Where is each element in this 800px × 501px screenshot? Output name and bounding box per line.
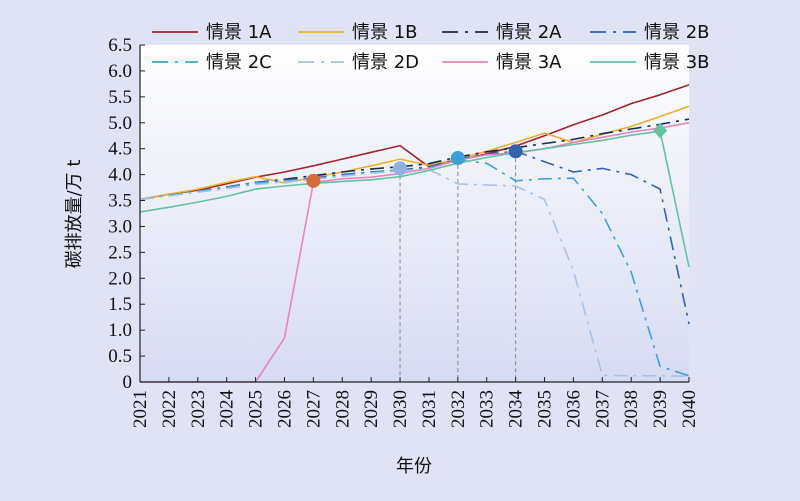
x-tick-label: 2021: [130, 390, 151, 428]
x-tick-label: 2034: [506, 390, 527, 429]
x-tick-label: 2029: [361, 390, 382, 428]
x-tick-label: 2023: [188, 390, 209, 428]
highlight-marker: [508, 144, 523, 159]
plot-area: [140, 45, 689, 382]
legend-label: 情景 2D: [352, 52, 419, 73]
series-line: [139, 159, 690, 377]
x-tick-label: 2037: [592, 390, 613, 428]
legend-label: 情景 3A: [496, 52, 562, 73]
x-tick-label: 2028: [332, 390, 353, 428]
x-tick-label: 2039: [650, 390, 671, 428]
y-tick-label: 5.5: [108, 87, 132, 108]
y-tick-label: 0: [123, 372, 133, 393]
x-tick-label: 2030: [390, 390, 411, 428]
y-tick-labels: 0 0.5 1.0 1.5 2.0 2.5 3.0 3.5 4.0 4.5 5.0 5.5 6.0 6.5: [108, 35, 145, 393]
legend: 情景 1A 情景 1B 情景 2A 情景 2B 情景 2C 情景 2D 情景 3A 情景 3B: [152, 22, 710, 73]
highlight-marker: [393, 161, 408, 176]
series-line: [139, 84, 690, 201]
y-tick-label: 6.5: [108, 35, 132, 56]
y-tick-label: 2.0: [108, 268, 132, 289]
highlight-markers: [306, 122, 668, 188]
axes: [139, 45, 689, 383]
y-tick-label: 2.5: [108, 242, 132, 263]
y-tick-label: 1.5: [108, 294, 132, 315]
y-tick-label: 4.0: [108, 165, 132, 186]
y-tick-label: 6.0: [108, 61, 132, 82]
y-tick-label: 0.5: [108, 346, 132, 367]
x-tick-label: 2032: [448, 390, 469, 428]
y-tick-label: 1.0: [108, 320, 132, 341]
highlight-marker: [653, 122, 668, 139]
highlight-marker: [450, 151, 465, 166]
x-axis-title: 年份: [396, 456, 432, 477]
legend-label: 情景 2B: [644, 22, 710, 43]
x-tick-label: 2038: [621, 390, 642, 428]
x-tick-label: 2022: [159, 390, 180, 428]
x-tick-labels: 2021 2022 2023 2024 2025 2026 2027 2028 2029 2030…: [130, 377, 700, 428]
y-tick-label: 4.5: [108, 139, 132, 160]
x-tick-label: 2031: [419, 390, 440, 428]
x-tick-label: 2035: [535, 390, 556, 428]
x-tick-label: 2033: [477, 390, 498, 428]
y-tick-label: 3.0: [108, 216, 132, 237]
x-tick-label: 2036: [563, 390, 584, 428]
legend-label: 情景 2A: [496, 22, 562, 43]
y-tick-label: 5.0: [108, 113, 132, 134]
x-tick-label: 2024: [217, 390, 238, 429]
series-line: [139, 105, 690, 201]
series-line: [139, 168, 690, 378]
highlight-marker: [306, 173, 321, 188]
series-line: [139, 130, 690, 268]
y-axis-title: 碳排放量/万 t: [64, 160, 85, 269]
legend-label: 情景 2C: [206, 52, 272, 73]
legend-label: 情景 1A: [206, 22, 272, 43]
legend-label: 情景 3B: [644, 52, 710, 73]
x-tick-label: 2040: [679, 390, 700, 428]
reference-lines: [399, 151, 517, 382]
x-tick-label: 2027: [303, 390, 324, 428]
legend-label: 情景 1B: [352, 22, 418, 43]
y-tick-label: 3.5: [108, 191, 132, 212]
x-tick-label: 2026: [274, 390, 295, 428]
x-tick-label: 2025: [246, 390, 267, 428]
